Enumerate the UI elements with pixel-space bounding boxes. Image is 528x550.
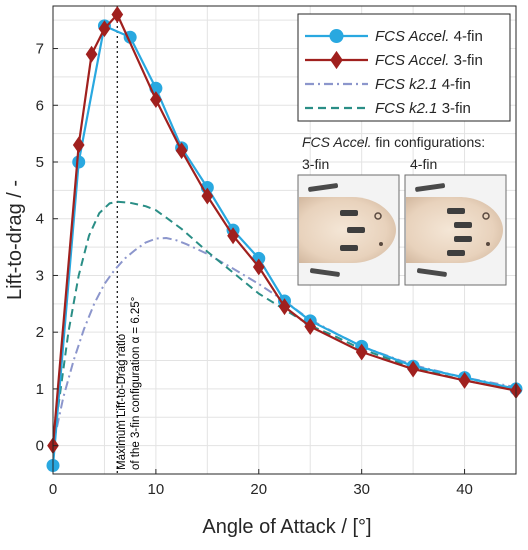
tick-labels: 0 10 20 30 40 0 1 2 3 4 5 6 7 [36, 41, 473, 498]
plot-frame [52, 5, 517, 475]
data-point [72, 155, 86, 169]
inset-title-rest: fin configurations: [372, 134, 486, 150]
series-4 [52, 200, 517, 446]
inset-fin-configurations: FCS Accel. fin configurations: 3-fin 4-f… [297, 134, 507, 286]
data-point [227, 227, 239, 245]
y-axis-label: Lift-to-drag / - [4, 180, 26, 300]
data-point [407, 360, 419, 378]
data-point [304, 318, 317, 335]
y-tick-label: 3 [36, 267, 44, 284]
x-tick-label: 40 [456, 481, 473, 498]
data-point [98, 20, 111, 38]
data-point [355, 343, 368, 361]
board-photo-4fin [404, 174, 507, 286]
series-line [52, 200, 517, 446]
y-tick-label: 6 [36, 97, 44, 114]
x-tick-label: 20 [250, 481, 267, 498]
annotation-text-line1: Maximum Lift-to-Drag ratio [116, 334, 128, 470]
x-tick-label: 30 [353, 481, 370, 498]
series-group [46, 6, 523, 472]
y-tick-label: 5 [36, 154, 44, 171]
annotation-text-line2: of the 3-fin configuration α = 6.25° [130, 297, 142, 470]
legend-label: FCS k2.1 3-fin [375, 100, 471, 117]
data-point [150, 91, 162, 109]
legend-label: FCS Accel. 4-fin [375, 28, 483, 45]
data-point [201, 187, 214, 205]
y-tick-label: 0 [36, 438, 44, 455]
y-tick-label: 7 [36, 41, 44, 58]
data-point [85, 45, 98, 63]
data-point [72, 136, 85, 154]
inset-title: FCS Accel. fin configurations: [302, 134, 485, 150]
series-line [51, 13, 517, 446]
legend-entry-2: FCS Accel. 3-fin [305, 50, 483, 70]
legend-entry-4: FCS k2.1 3-fin [305, 100, 471, 117]
legend-marker [329, 29, 344, 43]
data-point [458, 371, 471, 389]
board-photo-3fin [297, 174, 400, 286]
data-point [111, 6, 124, 23]
legend-label: FCS k2.1 4-fin [375, 76, 471, 93]
inset-label-3fin: 3-fin [302, 156, 329, 172]
data-point [278, 298, 291, 316]
inset-title-italic: FCS Accel. [302, 134, 372, 150]
y-tick-label: 4 [36, 211, 44, 228]
x-axis-label: Angle of Attack / [°] [202, 516, 371, 538]
x-tick-label: 10 [148, 481, 165, 498]
legend-entry-1: FCS Accel. 4-fin [305, 28, 483, 45]
grid [53, 6, 516, 474]
y-tick-label: 1 [36, 381, 44, 398]
legend: FCS Accel. 4-fin FCS Accel. 3-fin FCS k2.1… [297, 13, 511, 122]
y-tick-label: 2 [36, 324, 44, 341]
inset-label-4fin: 4-fin [410, 156, 437, 172]
legend-label: FCS Accel. 3-fin [375, 52, 483, 69]
data-point [252, 258, 265, 276]
x-tick-label: 0 [49, 481, 57, 498]
data-point [175, 142, 188, 160]
legend-entry-3: FCS k2.1 4-fin [305, 76, 471, 93]
legend-items: FCS Accel. 4-fin FCS Accel. 3-fin FCS k2.1… [305, 28, 483, 117]
legend-marker [330, 50, 343, 70]
